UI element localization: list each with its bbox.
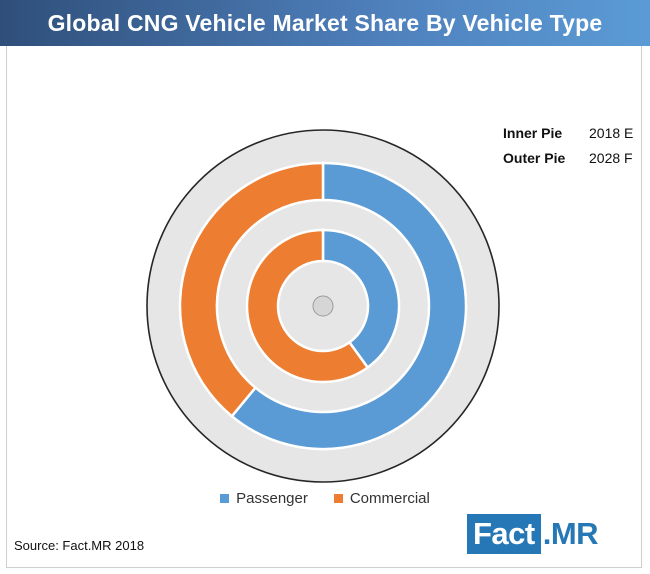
title-bar: Global CNG Vehicle Market Share By Vehic… [0, 0, 650, 46]
ring-legend-outer: Outer Pie 2028 F [503, 145, 633, 170]
inner-ring-slice-passenger [321, 228, 401, 370]
legend-swatch-commercial [333, 494, 343, 503]
inner-pie-label: Inner Pie [503, 124, 563, 141]
outer-ring-slice-passenger [230, 161, 468, 451]
center-dot [312, 295, 334, 317]
legend-item-passenger: Passenger [220, 490, 308, 507]
legend-item-commercial: Commercial [333, 490, 430, 507]
logo-mr-text: .MR [542, 516, 599, 551]
legend-label-passenger: Passenger [236, 490, 308, 507]
outer-pie-year: 2028 F [589, 149, 633, 166]
rings-group [178, 161, 468, 451]
chart-title: Global CNG Vehicle Market Share By Vehic… [47, 9, 603, 36]
legend-swatch-passenger [220, 494, 230, 503]
ring-legend: Inner Pie 2018 E Outer Pie 2028 F [503, 120, 633, 170]
source-note: Source: Fact.MR 2018 [14, 538, 145, 553]
legend-label-commercial: Commercial [349, 490, 430, 507]
category-legend: Passenger Commercial [0, 490, 650, 507]
ring-legend-inner: Inner Pie 2018 E [503, 120, 633, 145]
chart-frame [6, 46, 642, 568]
factmr-logo: Fact .MR [467, 514, 599, 554]
inner-pie-year: 2018 E [589, 124, 634, 141]
outer-ring-slice-commercial [178, 161, 325, 418]
inner-ring-slice-commercial [245, 228, 370, 384]
outer-pie-label: Outer Pie [503, 149, 566, 166]
logo-fact-text: Fact [467, 514, 541, 554]
